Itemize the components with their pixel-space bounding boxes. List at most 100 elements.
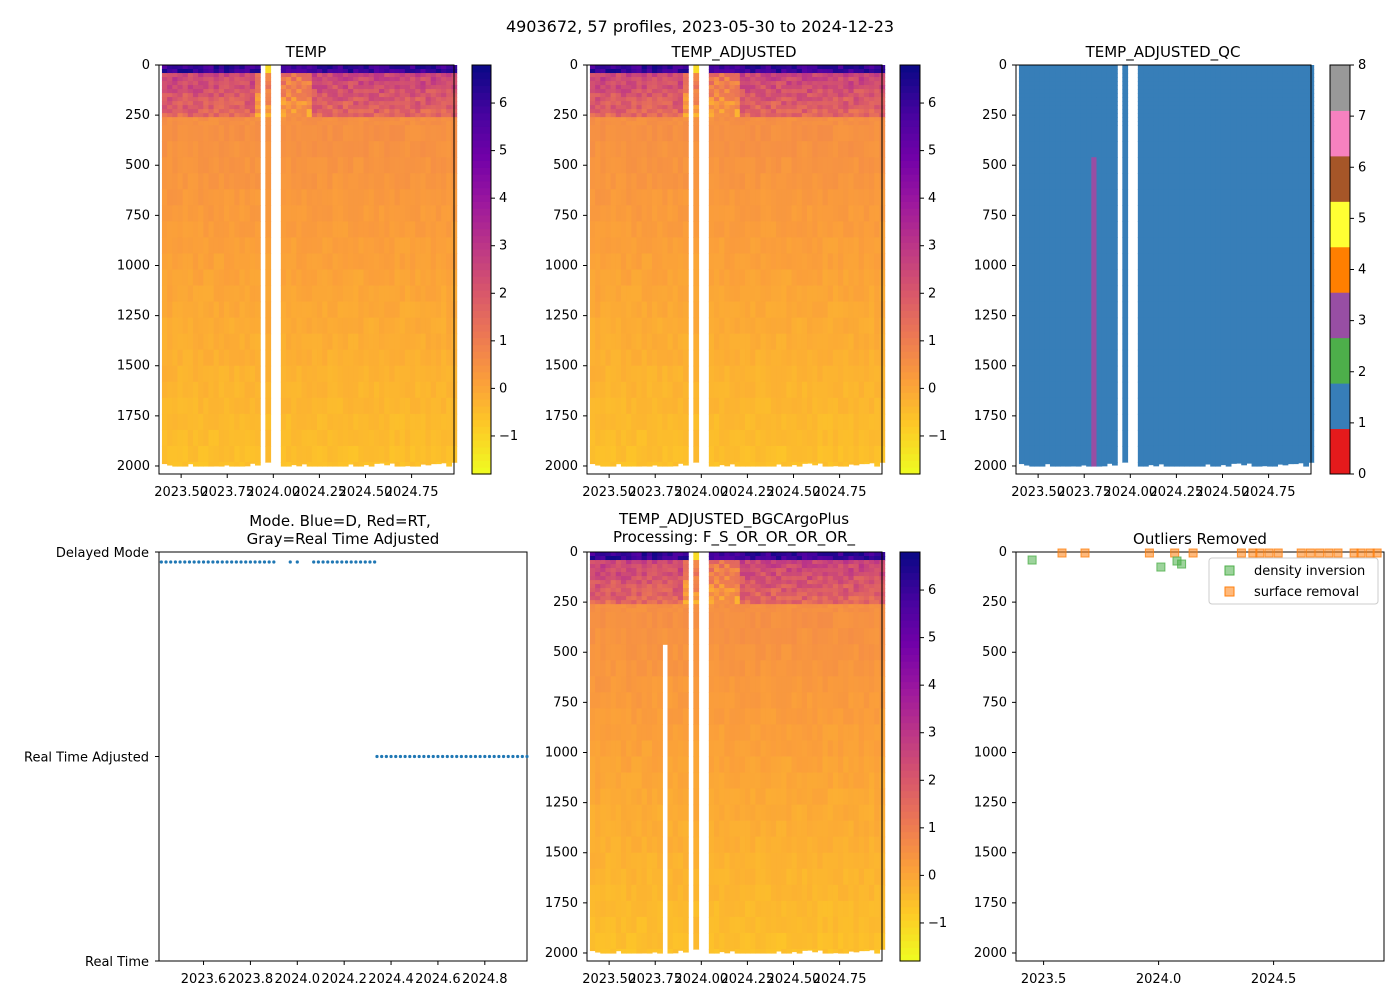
heatmap-cell bbox=[822, 461, 829, 467]
heatmap-cell bbox=[714, 461, 720, 467]
heatmap-cell bbox=[244, 237, 251, 255]
heatmap-cell bbox=[187, 117, 194, 122]
heatmap-cell bbox=[1034, 81, 1041, 86]
heatmap-cell bbox=[786, 157, 793, 174]
heatmap-cell bbox=[765, 349, 772, 367]
heatmap-cell bbox=[600, 113, 607, 118]
heatmap-cell bbox=[167, 381, 173, 399]
heatmap-cell bbox=[832, 269, 839, 287]
heatmap-cell bbox=[239, 317, 246, 335]
heatmap-cell bbox=[1070, 429, 1077, 447]
heatmap-cell bbox=[1034, 97, 1041, 102]
heatmap-cell bbox=[667, 109, 674, 114]
heatmap-cell bbox=[595, 349, 601, 367]
heatmap-cell bbox=[182, 317, 189, 335]
heatmap-cell bbox=[1060, 365, 1067, 383]
heatmap-cell bbox=[827, 253, 834, 271]
heatmap-cell bbox=[249, 365, 256, 383]
heatmap-cell bbox=[435, 205, 442, 222]
heatmap-cell bbox=[869, 77, 875, 82]
heatmap-cell bbox=[311, 89, 318, 94]
heatmap-cell bbox=[286, 81, 292, 86]
heatmap-cell bbox=[1096, 173, 1103, 190]
heatmap-cell bbox=[368, 109, 375, 114]
heatmap-cell bbox=[672, 413, 679, 431]
heatmap-cell bbox=[631, 205, 638, 222]
heatmap-cell bbox=[807, 81, 813, 86]
heatmap-cell bbox=[404, 349, 411, 367]
heatmap-cell bbox=[1065, 365, 1072, 383]
heatmap-cell bbox=[1049, 113, 1056, 118]
heatmap-cell bbox=[801, 105, 808, 110]
heatmap-cell bbox=[589, 381, 596, 399]
heatmap-cell bbox=[379, 333, 385, 351]
heatmap-cell bbox=[280, 189, 287, 206]
heatmap-cell bbox=[672, 333, 679, 351]
heatmap-cell bbox=[745, 81, 751, 86]
heatmap-cell bbox=[358, 81, 365, 86]
colorbar-segment bbox=[900, 276, 920, 284]
colorbar-segment bbox=[472, 344, 491, 352]
heatmap-cell bbox=[213, 253, 220, 271]
heatmap-cell bbox=[1091, 81, 1098, 86]
heatmap-cell bbox=[399, 65, 406, 70]
heatmap-cell bbox=[1044, 113, 1051, 118]
colorbar-segment bbox=[900, 344, 920, 352]
heatmap-cell bbox=[693, 65, 700, 70]
heatmap-cell bbox=[1111, 105, 1118, 110]
heatmap-cell bbox=[301, 89, 308, 94]
heatmap-cell bbox=[827, 237, 834, 255]
heatmap-cell bbox=[182, 381, 189, 399]
colorbar-segment bbox=[900, 201, 920, 209]
heatmap-cell bbox=[249, 317, 256, 335]
heatmap-cell bbox=[1091, 333, 1098, 351]
heatmap-cell bbox=[167, 285, 173, 303]
heatmap-cell bbox=[358, 397, 365, 415]
heatmap-cell bbox=[719, 93, 725, 98]
heatmap-cell bbox=[822, 397, 829, 415]
heatmap-cell bbox=[729, 109, 736, 114]
heatmap-cell bbox=[415, 117, 422, 122]
heatmap-cell bbox=[724, 333, 731, 351]
heatmap-cell bbox=[430, 69, 437, 74]
heatmap-cell bbox=[1111, 109, 1118, 114]
heatmap-cell bbox=[244, 69, 251, 74]
heatmap-cell bbox=[161, 253, 168, 271]
heatmap-cell bbox=[1024, 81, 1030, 86]
heatmap-cell bbox=[1091, 65, 1098, 70]
heatmap-cell bbox=[874, 89, 881, 94]
heatmap-cell bbox=[311, 105, 318, 110]
heatmap-cell bbox=[1101, 141, 1108, 158]
heatmap-cell bbox=[218, 221, 225, 239]
heatmap-cell bbox=[1091, 269, 1098, 287]
heatmap-cell bbox=[239, 69, 246, 74]
heatmap-cell bbox=[373, 85, 380, 90]
heatmap-cell bbox=[832, 157, 839, 174]
heatmap-cell bbox=[280, 269, 287, 287]
heatmap-cell bbox=[1070, 85, 1077, 90]
heatmap-cell bbox=[729, 237, 736, 255]
heatmap-cell bbox=[435, 77, 442, 82]
heatmap-cell bbox=[435, 253, 442, 271]
heatmap-cell bbox=[636, 365, 643, 383]
heatmap-cell bbox=[342, 333, 349, 351]
heatmap-cell bbox=[662, 117, 669, 122]
heatmap-cell bbox=[1091, 101, 1098, 106]
heatmap-cell bbox=[1060, 189, 1067, 206]
heatmap-cell bbox=[1101, 253, 1108, 271]
heatmap-cell bbox=[161, 85, 168, 90]
heatmap-cell bbox=[410, 101, 416, 106]
heatmap-cell bbox=[353, 221, 359, 239]
heatmap-cell bbox=[192, 461, 199, 467]
heatmap-cell bbox=[208, 189, 215, 206]
heatmap-cell bbox=[265, 301, 272, 319]
heatmap-cell bbox=[646, 65, 653, 70]
heatmap-cell bbox=[198, 113, 204, 118]
heatmap-cell bbox=[301, 333, 308, 351]
heatmap-cell bbox=[636, 413, 643, 431]
heatmap-cell bbox=[714, 301, 720, 319]
heatmap-cell bbox=[1024, 97, 1030, 102]
heatmap-cell bbox=[646, 85, 653, 90]
heatmap-cell bbox=[605, 189, 612, 206]
